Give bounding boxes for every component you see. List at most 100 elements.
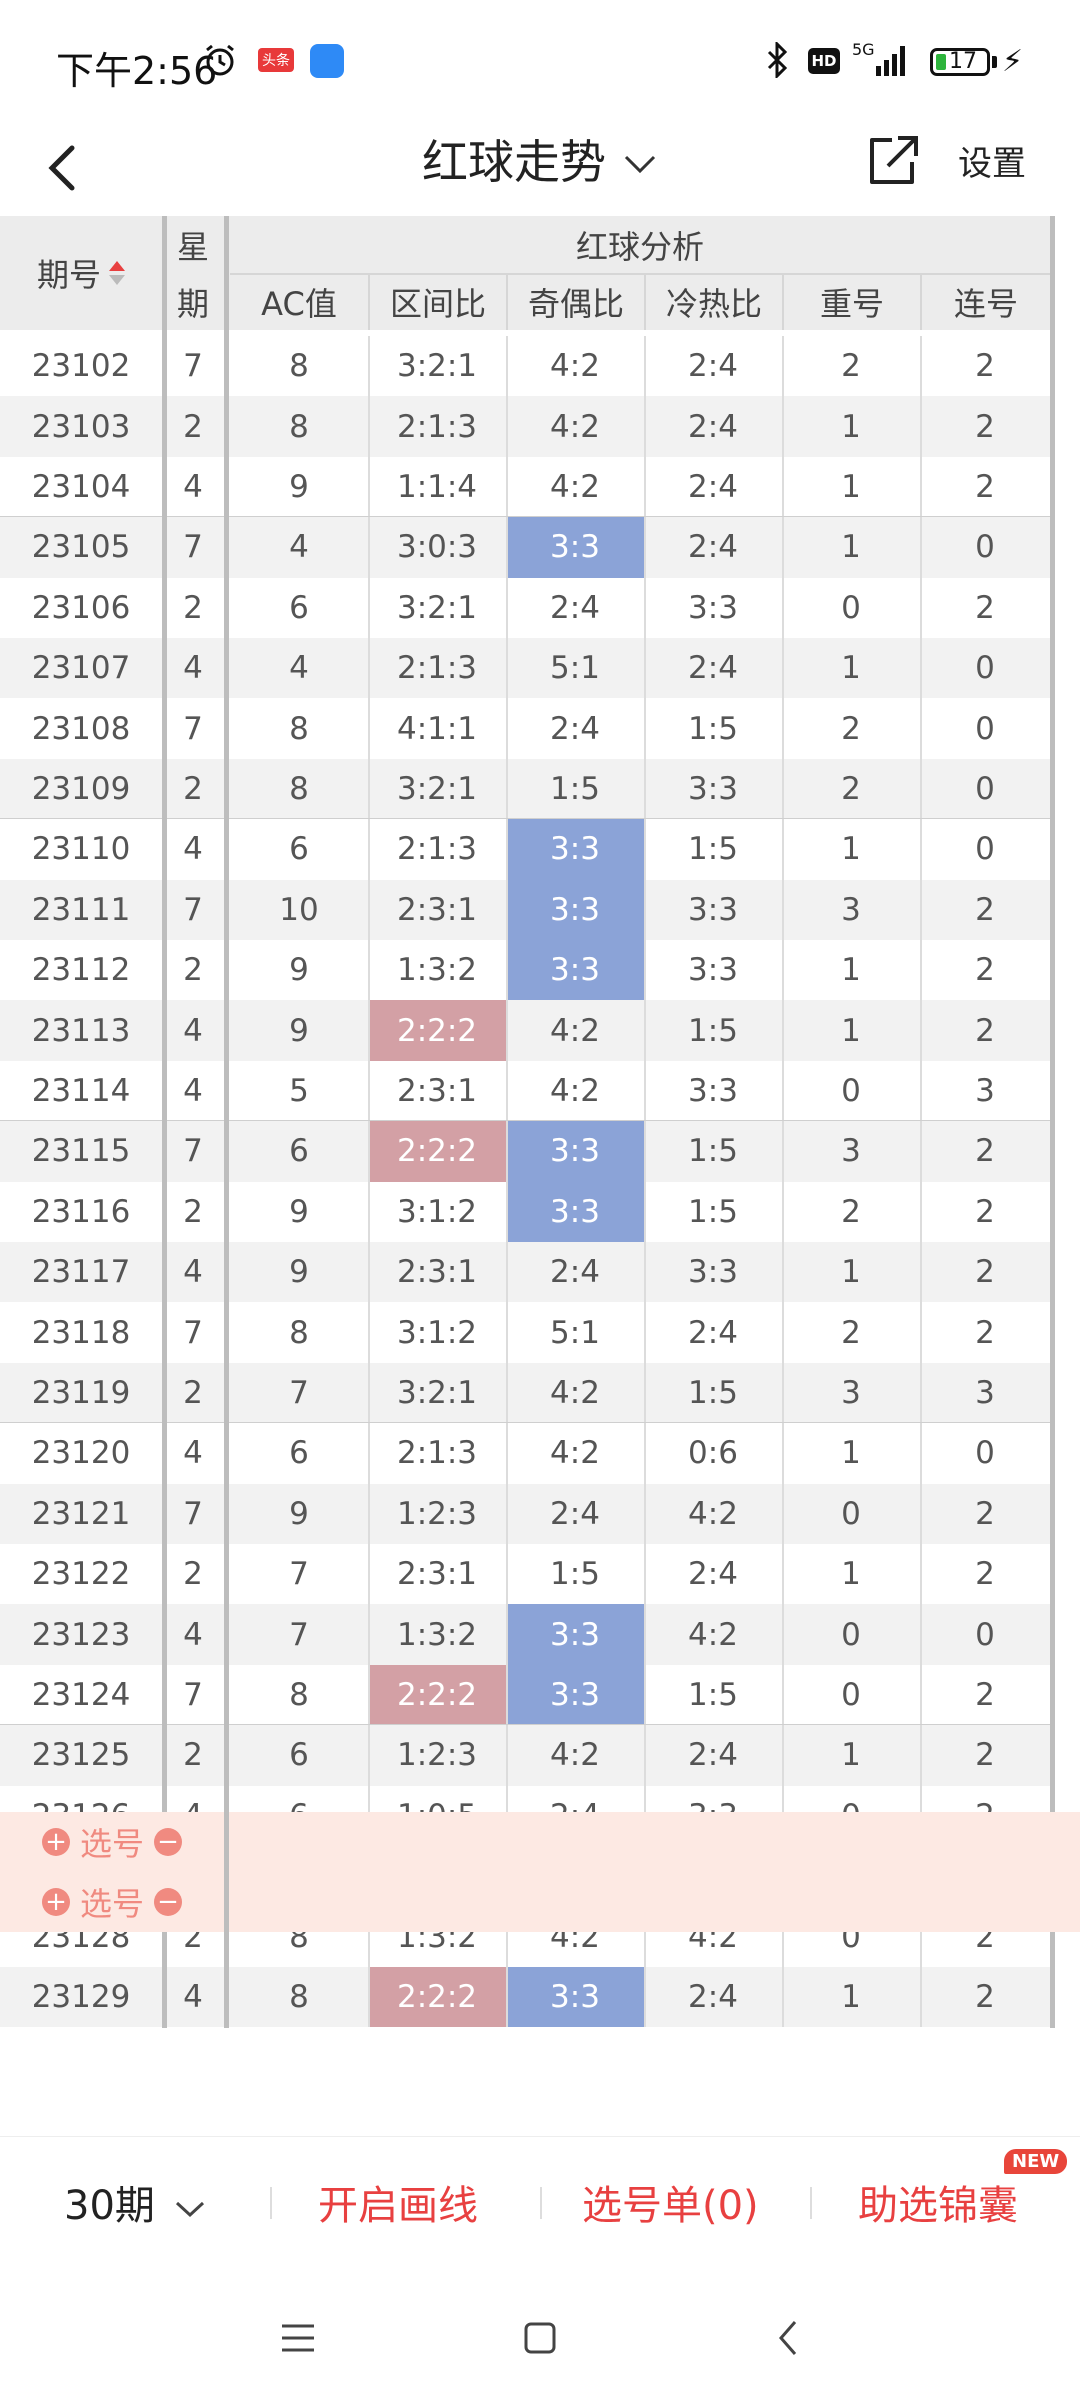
table-row[interactable]: 23118 7 8 3:1:2 5:1 2:4 2 2 [0,1302,1050,1363]
cell-odd-even-ratio: 3:3 [506,1966,644,2028]
table-row[interactable]: 23124 7 8 2:2:2 3:3 1:5 0 2 [0,1664,1050,1726]
cell-ac-value: 8 [289,710,309,747]
table-row[interactable]: 23120 4 6 2:1:3 4:2 0:6 1 0 [0,1423,1050,1484]
table-row[interactable]: 23113 4 9 2:2:2 4:2 1:5 1 2 [0,1000,1050,1061]
cell-qihao: 23110 [31,831,131,868]
cell-interval-ratio: 3:1:2 [396,1314,478,1351]
table-row[interactable]: 23129 4 8 2:2:2 3:3 2:4 1 2 [0,1966,1050,2028]
table-row[interactable]: 23102 7 8 3:2:1 4:2 2:4 2 2 [0,336,1050,397]
cell-consecutive-count: 2 [975,348,995,385]
cell-consecutive-count: 2 [975,1556,995,1593]
table-row[interactable]: 23115 7 6 2:2:2 3:3 1:5 3 2 [0,1121,1050,1182]
table-row[interactable]: 23114 4 5 2:3:1 4:2 3:3 0 3 [0,1060,1050,1122]
cell-qihao: 23113 [31,1012,131,1049]
minus-circle-icon[interactable]: − [154,1828,182,1856]
table-row[interactable]: 23116 2 9 3:1:2 3:3 1:5 2 2 [0,1181,1050,1242]
cell-consecutive-count: 2 [975,408,995,445]
cell-consecutive-count: 2 [975,1737,995,1774]
trend-table[interactable]: 期号 星 期 红球分析 AC值 区间比 奇偶比 冷热比 重号 连号 23102 7… [0,216,1080,2028]
col-qihao-header[interactable]: 期号 [0,216,162,330]
cell-interval-ratio: 1:3:2 [396,952,478,989]
cell-repeat-count: 1 [841,468,861,505]
cell-ac-value: 8 [289,1314,309,1351]
cell-ac-value: 6 [289,1435,309,1472]
cell-interval-ratio: 2:3:1 [396,1072,478,1109]
minus-circle-icon[interactable]: − [154,1888,182,1916]
table-row[interactable]: 23104 4 9 1:1:4 4:2 2:4 1 2 [0,456,1050,518]
cell-interval-ratio: 3:0:3 [396,529,478,566]
cell-ac-value: 8 [289,408,309,445]
col-week-header-bottom: 期 [176,284,209,323]
table-row[interactable]: 23117 4 9 2:3:1 2:4 3:3 1 2 [0,1242,1050,1303]
cell-odd-even-ratio: 4:2 [550,348,600,385]
table-row[interactable]: 23122 2 7 2:3:1 1:5 2:4 1 2 [0,1544,1050,1605]
pick-label[interactable]: 选号 [79,1885,144,1923]
pick-row: + 选号 − [0,1872,1080,1932]
col-consecutive-header: 连号 [920,273,1050,330]
cell-interval-ratio: 3:2:1 [396,348,478,385]
system-nav-bar [0,2268,1080,2400]
cell-odd-even-ratio: 4:2 [550,1374,600,1411]
cell-weekday: 4 [183,650,203,687]
cell-qihao: 23117 [31,1254,131,1291]
title-dropdown[interactable]: 红球走势 [0,126,1080,192]
cell-cold-hot-ratio: 1:5 [688,1012,738,1049]
table-row[interactable]: 23125 2 6 1:2:3 4:2 2:4 1 2 [0,1725,1050,1786]
table-row[interactable]: 23103 2 8 2:1:3 4:2 2:4 1 2 [0,396,1050,457]
cell-consecutive-count: 2 [975,1193,995,1230]
bottom-toolbar: 30期 开启画线 选号单(0) 助选锦囊 NEW [0,2136,1080,2269]
pick-label[interactable]: 选号 [79,1825,144,1863]
signal-icon: 5G [852,40,912,80]
helper-tips-button[interactable]: 助选锦囊 [858,2183,1018,2229]
table-row[interactable]: 23121 7 9 1:2:3 2:4 4:2 0 2 [0,1483,1050,1544]
table-row[interactable]: 23105 7 4 3:0:3 3:3 2:4 1 0 [0,517,1050,578]
period-selector[interactable]: 30期 [64,2173,206,2231]
cell-qihao: 23108 [31,710,131,747]
cell-weekday: 2 [183,1737,203,1774]
back-button[interactable] [36,130,96,200]
menu-nav-button[interactable] [268,2308,328,2368]
column-divider [224,216,229,2028]
table-row[interactable]: 23110 4 6 2:1:3 3:3 1:5 1 0 [0,819,1050,880]
table-row[interactable]: 23112 2 9 1:3:2 3:3 3:3 1 2 [0,940,1050,1001]
pick-list-button[interactable]: 选号单(0) [582,2183,759,2229]
cell-odd-even-ratio: 4:2 [550,1072,600,1109]
col-interval-header: 区间比 [368,273,506,330]
cell-odd-even-ratio: 2:4 [550,710,600,747]
table-row[interactable]: 23119 2 7 3:2:1 4:2 1:5 3 3 [0,1362,1050,1424]
cell-ac-value: 4 [289,529,309,566]
table-row[interactable]: 23123 4 7 1:3:2 3:3 4:2 0 0 [0,1604,1050,1665]
cell-cold-hot-ratio: 2:4 [688,650,738,687]
cell-weekday: 4 [183,1616,203,1653]
table-row[interactable]: 23106 2 6 3:2:1 2:4 3:3 0 2 [0,577,1050,638]
cell-weekday: 7 [183,891,203,928]
plus-circle-icon[interactable]: + [41,1828,70,1856]
plus-circle-icon[interactable]: + [41,1888,70,1916]
cell-repeat-count: 2 [841,710,861,747]
cell-weekday: 2 [183,770,203,807]
table-row[interactable]: 23108 7 8 4:1:1 2:4 1:5 2 0 [0,698,1050,759]
cell-cold-hot-ratio: 1:5 [688,1374,738,1411]
settings-button[interactable]: 设置 [958,144,1026,184]
table-row[interactable]: 23111 7 10 2:3:1 3:3 3:3 3 2 [0,879,1050,940]
cell-cold-hot-ratio: 1:5 [688,710,738,747]
col-odd-even-header: 奇偶比 [506,273,644,330]
cell-qihao: 23118 [31,1314,131,1351]
cell-cold-hot-ratio: 3:3 [688,891,738,928]
draw-line-button[interactable]: 开启画线 [318,2183,478,2229]
charging-icon: ⚡ [1002,44,1024,79]
cell-odd-even-ratio: 3:3 [506,1181,644,1242]
cell-cold-hot-ratio: 2:4 [688,529,738,566]
cell-cold-hot-ratio: 3:3 [688,589,738,626]
table-row[interactable]: 23109 2 8 3:2:1 1:5 3:3 2 0 [0,758,1050,820]
cell-ac-value: 7 [289,1556,309,1593]
table-row[interactable]: 23107 4 4 2:1:3 5:1 2:4 1 0 [0,638,1050,699]
back-nav-button[interactable] [758,2308,818,2368]
cell-odd-even-ratio: 2:4 [550,1495,600,1532]
cell-odd-even-ratio: 4:2 [550,1737,600,1774]
cell-repeat-count: 0 [841,589,861,626]
cell-repeat-count: 2 [841,348,861,385]
home-nav-button[interactable] [510,2308,570,2368]
share-button[interactable] [862,128,922,192]
cell-repeat-count: 1 [841,831,861,868]
